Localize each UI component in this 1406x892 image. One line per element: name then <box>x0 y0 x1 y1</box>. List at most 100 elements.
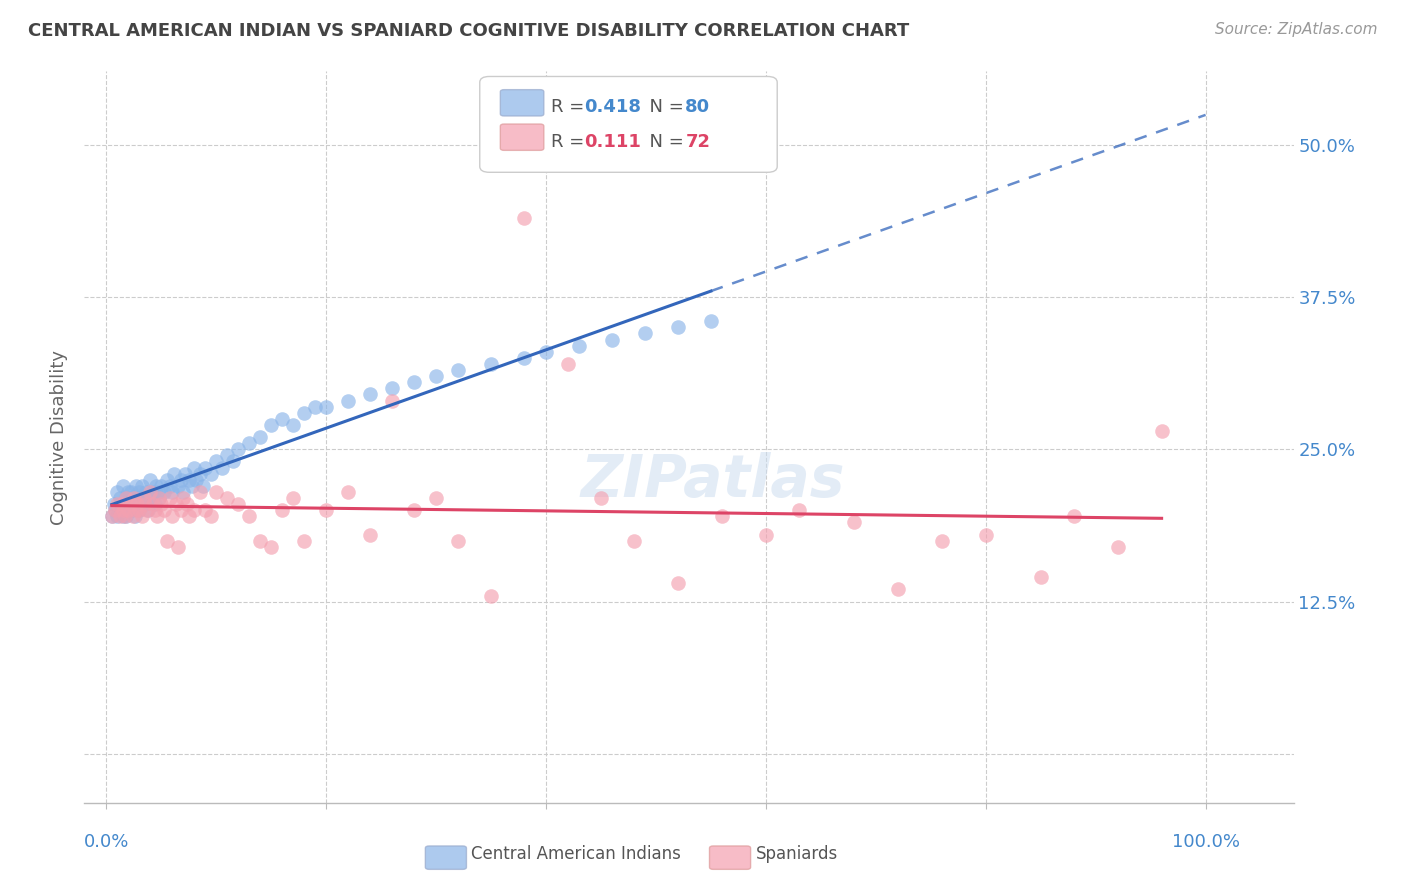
Point <box>205 485 228 500</box>
Point <box>125 503 148 517</box>
Point <box>200 467 222 481</box>
Point <box>111 497 134 511</box>
Point <box>101 509 124 524</box>
Point <box>115 491 138 505</box>
Point <box>101 509 124 524</box>
Point <box>931 533 953 548</box>
Point <box>787 503 810 517</box>
Point <box>170 473 193 487</box>
Point <box>108 491 131 505</box>
Point <box>166 540 188 554</box>
Point <box>156 473 179 487</box>
Point <box>634 326 657 341</box>
Point <box>112 497 135 511</box>
Point <box>226 442 249 457</box>
Point <box>128 503 150 517</box>
Point <box>111 503 134 517</box>
Point <box>117 503 139 517</box>
Point <box>150 479 173 493</box>
Point <box>143 497 166 511</box>
Point <box>447 363 470 377</box>
Point <box>114 509 136 524</box>
Point <box>131 479 153 493</box>
Point <box>513 351 536 365</box>
Point <box>141 497 163 511</box>
Point <box>534 344 557 359</box>
Point <box>117 485 139 500</box>
Point <box>183 460 205 475</box>
Point <box>283 491 305 505</box>
Text: Source: ZipAtlas.com: Source: ZipAtlas.com <box>1215 22 1378 37</box>
Point <box>172 485 194 500</box>
Point <box>479 589 502 603</box>
FancyBboxPatch shape <box>710 846 751 870</box>
Text: 0.0%: 0.0% <box>84 833 129 851</box>
Point <box>117 503 139 517</box>
Point <box>200 509 222 524</box>
Point <box>105 497 128 511</box>
Point <box>162 485 184 500</box>
Point <box>131 509 153 524</box>
Point <box>623 533 645 548</box>
Point <box>315 400 337 414</box>
Point <box>148 491 170 505</box>
Point <box>188 485 211 500</box>
Point <box>170 503 193 517</box>
Point <box>176 497 198 511</box>
Point <box>188 467 211 481</box>
Point <box>122 491 145 505</box>
Point <box>177 473 200 487</box>
Text: N =: N = <box>638 133 690 151</box>
Point <box>260 540 283 554</box>
Point <box>121 503 143 517</box>
Point <box>271 412 294 426</box>
Point <box>557 357 579 371</box>
Point <box>404 376 426 390</box>
Point <box>260 417 283 432</box>
Text: 0.418: 0.418 <box>583 98 641 117</box>
Point <box>162 509 184 524</box>
Point <box>120 497 142 511</box>
Point <box>122 497 145 511</box>
Point <box>887 582 910 597</box>
Point <box>105 509 128 524</box>
Point <box>166 479 188 493</box>
Point <box>217 491 239 505</box>
Text: 0.111: 0.111 <box>583 133 641 151</box>
Point <box>139 491 162 505</box>
Point <box>177 509 200 524</box>
Text: N =: N = <box>638 98 690 117</box>
Point <box>110 503 132 517</box>
Point <box>238 436 260 450</box>
FancyBboxPatch shape <box>479 77 778 172</box>
Text: 72: 72 <box>685 133 710 151</box>
Point <box>222 454 245 468</box>
Point <box>105 485 128 500</box>
Point <box>152 503 174 517</box>
Point <box>600 333 623 347</box>
Point <box>139 485 162 500</box>
Point <box>159 479 181 493</box>
Point <box>568 338 591 352</box>
Point <box>217 448 239 462</box>
Point <box>120 485 142 500</box>
Point <box>127 497 149 511</box>
Point <box>125 479 148 493</box>
Point <box>292 533 315 548</box>
Point <box>425 369 447 384</box>
FancyBboxPatch shape <box>501 124 544 151</box>
Point <box>666 320 689 334</box>
Point <box>183 503 205 517</box>
Point <box>148 491 170 505</box>
Point <box>1063 509 1085 524</box>
Text: Spaniards: Spaniards <box>755 845 838 863</box>
Point <box>115 491 138 505</box>
Text: Central American Indians: Central American Indians <box>471 845 681 863</box>
Point <box>700 314 723 328</box>
Point <box>135 485 157 500</box>
Point <box>186 473 208 487</box>
Point <box>139 473 162 487</box>
Point <box>194 503 217 517</box>
Text: ZIPatlas: ZIPatlas <box>581 452 845 509</box>
Point <box>710 509 733 524</box>
